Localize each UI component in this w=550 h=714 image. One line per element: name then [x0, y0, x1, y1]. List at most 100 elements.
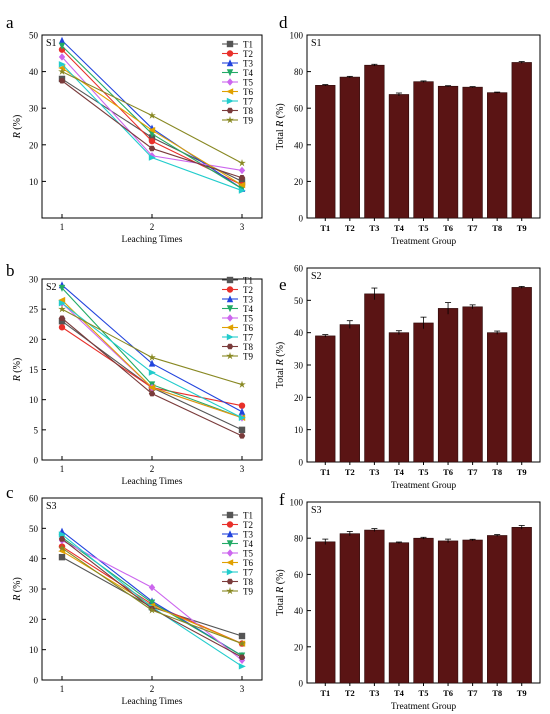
bar	[413, 322, 434, 463]
x-tick-label: T7	[468, 688, 479, 698]
x-axis-label: Treatment Group	[391, 481, 457, 491]
legend-label: T6	[243, 323, 253, 333]
data-point	[58, 53, 66, 61]
x-tick-label: T1	[320, 223, 330, 233]
data-point	[148, 152, 156, 160]
x-axis-label: Treatment Group	[391, 702, 457, 712]
legend-label: T1	[243, 276, 253, 286]
bar	[388, 332, 410, 463]
x-tick-label: T2	[345, 688, 355, 698]
y-tick-label: 0	[34, 456, 39, 466]
bar	[364, 293, 385, 463]
x-tick-label: T2	[345, 223, 355, 233]
panel-tag: S3	[46, 501, 57, 512]
legend-marker	[226, 530, 234, 538]
legend-marker	[226, 333, 234, 341]
x-tick-label: T6	[443, 688, 453, 698]
bar	[413, 537, 434, 684]
bar	[437, 540, 459, 684]
bar	[339, 76, 360, 219]
data-point	[58, 315, 66, 321]
bar	[462, 306, 483, 463]
y-axis-label: Total R (%)	[275, 103, 286, 150]
legend-label: T9	[243, 116, 253, 126]
series-t1	[58, 318, 246, 434]
bar	[364, 64, 385, 219]
y-tick-label: 40	[294, 328, 304, 338]
data-point	[238, 166, 246, 175]
y-tick-label: 10	[294, 425, 304, 435]
series-line	[61, 546, 243, 645]
legend-label: T8	[243, 106, 253, 116]
x-tick-label: T3	[369, 688, 379, 698]
x-axis-label: Treatment Group	[391, 237, 457, 247]
x-tick-label: T6	[443, 223, 453, 233]
data-point	[58, 299, 66, 307]
data-point	[238, 426, 246, 434]
data-point	[58, 284, 66, 292]
data-point	[58, 305, 66, 313]
chart-panel-d: S1 0 20 40 60 80 100 Total R (%) Treatment Group…	[275, 31, 541, 247]
legend-marker	[226, 69, 234, 77]
x-tick-label: 3	[240, 222, 245, 232]
data-point	[148, 599, 156, 607]
x-tick-label: T3	[369, 223, 379, 233]
legend-label: T8	[243, 342, 253, 352]
y-tick-label: 30	[29, 585, 39, 595]
data-point	[238, 187, 246, 194]
x-tick-label: T8	[492, 467, 502, 477]
data-point	[238, 402, 246, 409]
series-t9	[58, 544, 246, 647]
legend-marker	[226, 50, 234, 57]
data-point	[238, 174, 246, 181]
data-point	[148, 390, 156, 397]
series-t9	[58, 305, 246, 388]
series-t7	[58, 61, 246, 194]
bar	[315, 541, 336, 684]
y-tick-label: 60	[294, 104, 304, 114]
bar	[388, 542, 410, 684]
y-axis-label: Total R (%)	[275, 569, 286, 616]
y-tick-label: 10	[29, 177, 39, 187]
data-point	[148, 606, 156, 614]
data-point	[148, 359, 156, 367]
y-tick-label: 30	[29, 104, 39, 114]
data-point	[238, 639, 246, 647]
bar	[511, 62, 532, 219]
data-point	[148, 145, 156, 152]
y-tick-label: 30	[294, 361, 304, 371]
y-tick-label: 20	[294, 393, 304, 403]
y-tick-label: 15	[29, 365, 39, 375]
y-tick-label: 20	[29, 335, 39, 345]
y-tick-label: 20	[29, 615, 39, 625]
x-tick-label: T1	[320, 688, 330, 698]
x-axis-label: Leaching Times	[122, 477, 183, 487]
y-tick-label: 30	[29, 275, 39, 285]
legend-label: T7	[243, 97, 253, 107]
y-tick-label: 5	[34, 425, 39, 435]
series-t8	[58, 77, 246, 181]
legend-marker	[226, 295, 234, 303]
y-tick-label: 20	[29, 140, 39, 150]
legend-marker	[226, 511, 234, 519]
legend-label: T2	[243, 49, 253, 59]
series-line	[61, 287, 243, 419]
bar	[364, 529, 385, 684]
y-tick-label: 40	[29, 554, 39, 564]
y-tick-label: 40	[294, 606, 304, 616]
x-tick-label: T2	[345, 467, 355, 477]
bar	[511, 527, 532, 684]
x-tick-label: 2	[150, 464, 155, 474]
bar	[437, 308, 459, 463]
legend-marker	[226, 343, 234, 350]
data-point	[58, 61, 66, 68]
data-point	[58, 544, 66, 552]
legend-marker	[226, 40, 234, 48]
legend-marker	[226, 352, 234, 360]
y-tick-label: 50	[294, 296, 304, 306]
bar	[413, 81, 434, 219]
legend-label: T4	[243, 539, 253, 549]
